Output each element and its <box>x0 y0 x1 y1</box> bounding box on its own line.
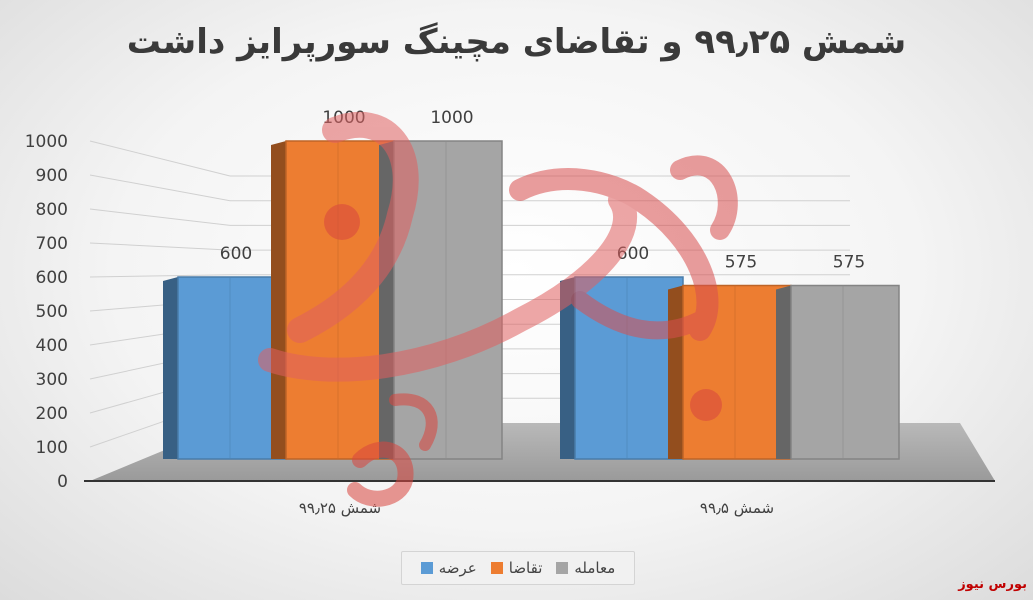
bar-side <box>776 285 791 459</box>
bar-side <box>379 141 394 459</box>
bar-side <box>163 277 178 459</box>
bar-side <box>668 285 683 459</box>
data-label: 575 <box>833 253 865 273</box>
y-tick-label: 700 <box>36 234 68 254</box>
data-label: 600 <box>220 244 252 264</box>
y-tick-label: 100 <box>36 438 68 458</box>
legend-swatch-demand <box>490 562 503 574</box>
y-tick-label: 300 <box>36 370 68 390</box>
legend-item-trade: معامله <box>556 559 615 577</box>
legend-swatch-trade <box>556 562 569 574</box>
y-tick-label: 500 <box>36 302 68 322</box>
legend-item-supply: عرضه <box>420 559 477 577</box>
legend-swatch-supply <box>420 562 433 574</box>
gridline-side <box>89 174 231 202</box>
legend-label-supply: عرضه <box>438 559 477 577</box>
legend-label-trade: معامله <box>574 559 616 577</box>
chart-title: شمش ۹۹٫۲۵ و تقاضای مچینگ سورپرایز داشت <box>126 22 907 62</box>
data-label: 575 <box>725 253 757 273</box>
y-tick-label: 0 <box>57 472 68 492</box>
gridline-side <box>89 242 231 251</box>
legend-item-demand: تقاضا <box>490 559 543 577</box>
watermark-corner-text: بورس نیوز <box>958 577 1027 592</box>
y-tick-label: 1000 <box>25 132 68 152</box>
gridline-side <box>89 274 231 278</box>
bar-side <box>271 141 286 459</box>
y-tick-label: 900 <box>36 166 68 186</box>
gridline-side <box>89 208 231 226</box>
bar-side <box>560 277 575 459</box>
legend-label-demand: تقاضا <box>508 559 543 577</box>
watermark-logo <box>258 112 738 507</box>
data-label: 1000 <box>430 108 473 128</box>
y-tick-label: 600 <box>36 268 68 288</box>
x-tick-label: شمش ۹۹٫۲۵ <box>299 499 381 517</box>
legend: عرضه تقاضا معامله <box>401 551 635 585</box>
x-tick-label: شمش ۹۹٫۵ <box>700 499 774 517</box>
bar <box>790 284 900 460</box>
y-tick-label: 800 <box>36 200 68 220</box>
y-tick-label: 400 <box>36 336 68 356</box>
y-tick-label: 200 <box>36 404 68 424</box>
gridline-side <box>89 140 231 177</box>
